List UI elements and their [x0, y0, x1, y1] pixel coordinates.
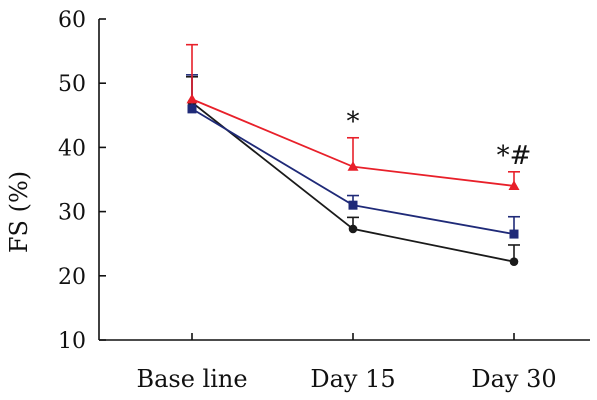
y-tick-label: 30	[58, 201, 86, 226]
y-tick-label: 10	[58, 329, 86, 354]
significance-annotation: *#	[497, 141, 532, 171]
data-point-square	[187, 104, 197, 114]
significance-annotation: *	[347, 107, 360, 137]
series-1	[186, 43, 520, 191]
data-point-circle	[509, 257, 519, 266]
data-point-square	[509, 229, 519, 239]
y-tick-label: 60	[58, 8, 86, 33]
data-point-triangle	[186, 93, 198, 104]
x-tick-label: Day 15	[310, 365, 395, 393]
y-tick-label: 50	[58, 72, 86, 97]
y-axis-title: FS (%)	[5, 171, 33, 253]
data-point-circle	[348, 224, 358, 234]
data-point-triangle	[347, 161, 359, 171]
series-layer	[186, 43, 520, 266]
data-point-square	[348, 200, 358, 210]
y-tick-label: 40	[58, 136, 86, 161]
y-tick-label: 20	[58, 265, 86, 290]
series-3	[186, 75, 520, 266]
data-point-triangle	[508, 180, 520, 191]
x-tick-label: Base line	[136, 365, 247, 393]
x-tick-label: Day 30	[471, 365, 556, 393]
annotation-layer: * *#	[347, 107, 532, 171]
chart-axes: 10 20 30 40 50 60 Base line Day 15 Day 30	[58, 8, 590, 393]
